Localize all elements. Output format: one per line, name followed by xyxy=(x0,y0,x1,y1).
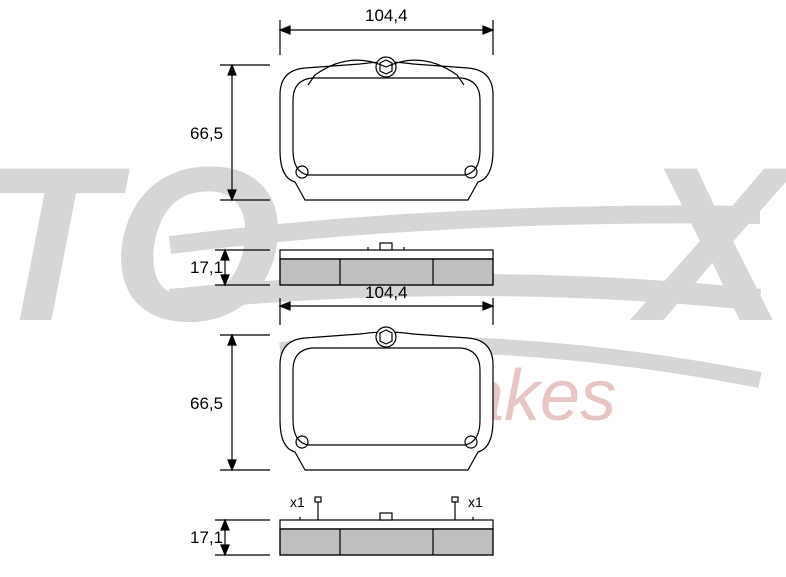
technical-drawing xyxy=(0,0,786,577)
